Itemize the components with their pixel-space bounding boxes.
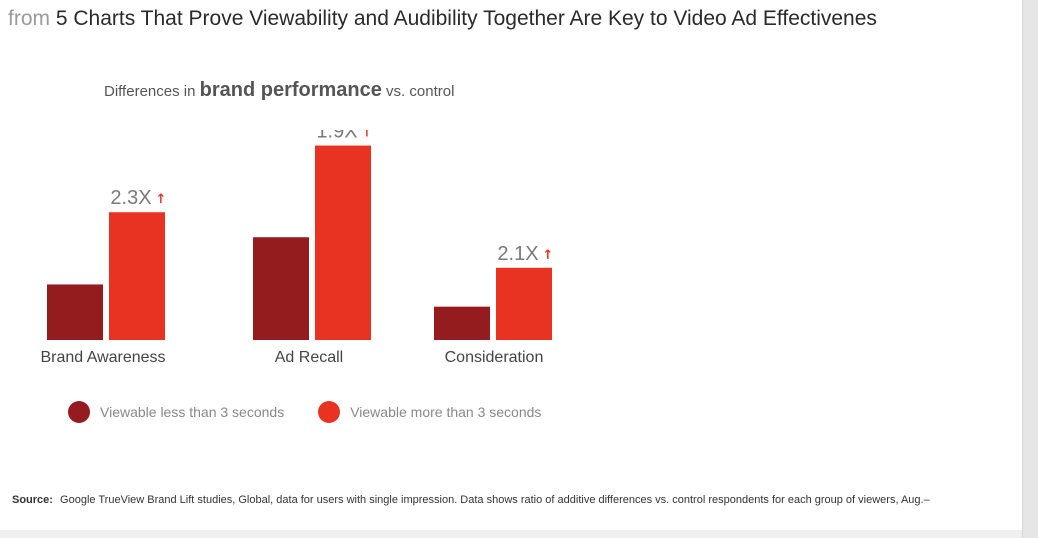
header-title[interactable]: 5 Charts That Prove Viewability and Audi… <box>55 7 877 30</box>
source-label: Source: <box>12 494 53 506</box>
legend-label-less-than-3s: Viewable less than 3 seconds <box>100 404 285 420</box>
bar-consideration-series-2 <box>496 267 552 340</box>
data-label-brand-awareness: 2.3X <box>110 187 151 209</box>
chart-title: Differences in brand performance vs. con… <box>104 79 454 102</box>
up-arrow-icon: ↑ <box>362 130 373 141</box>
bar-chart: 2.3X ↑ 1.9X ↑ 2.1X ↑ <box>47 130 554 340</box>
bar-consideration-series-1 <box>434 306 490 340</box>
bar-brand-awareness-series-1 <box>47 284 103 340</box>
category-label-ad-recall: Ad Recall <box>274 349 344 366</box>
chart-title-emphasis: brand performance <box>199 79 382 101</box>
bottom-strip <box>0 530 1022 538</box>
page-header: from 5 Charts That Prove Viewability and… <box>0 0 1022 40</box>
legend-swatch-bright-red <box>318 401 341 423</box>
chart-title-pre: Differences in <box>104 83 196 100</box>
source-text: Google TrueView Brand Lift studies, Glob… <box>60 494 930 506</box>
bar-ad-recall-series-2 <box>315 145 371 340</box>
legend-swatch-dark-red <box>68 401 90 423</box>
data-label-consideration: 2.1X <box>497 243 538 265</box>
category-label-consideration: Consideration <box>444 349 544 366</box>
data-label-ad-recall: 1.9X <box>316 130 357 143</box>
up-arrow-icon: ↑ <box>156 192 167 207</box>
chart-title-post: vs. control <box>386 83 455 100</box>
legend-label-more-than-3s: Viewable more than 3 seconds <box>350 404 542 420</box>
bar-brand-awareness-series-2 <box>109 212 165 340</box>
legend-item-more-than-3s: Viewable more than 3 seconds <box>318 401 541 423</box>
source-note: Source: Google TrueView Brand Lift studi… <box>12 494 1020 506</box>
up-arrow-icon: ↑ <box>543 248 554 263</box>
chart-legend: Viewable less than 3 seconds Viewable mo… <box>68 401 575 423</box>
header-prefix: from <box>8 7 50 30</box>
vertical-scrollbar[interactable] <box>1022 0 1038 538</box>
bar-ad-recall-series-1 <box>253 237 309 340</box>
category-label-brand-awareness: Brand Awareness <box>40 349 166 366</box>
legend-item-less-than-3s: Viewable less than 3 seconds <box>68 401 284 423</box>
